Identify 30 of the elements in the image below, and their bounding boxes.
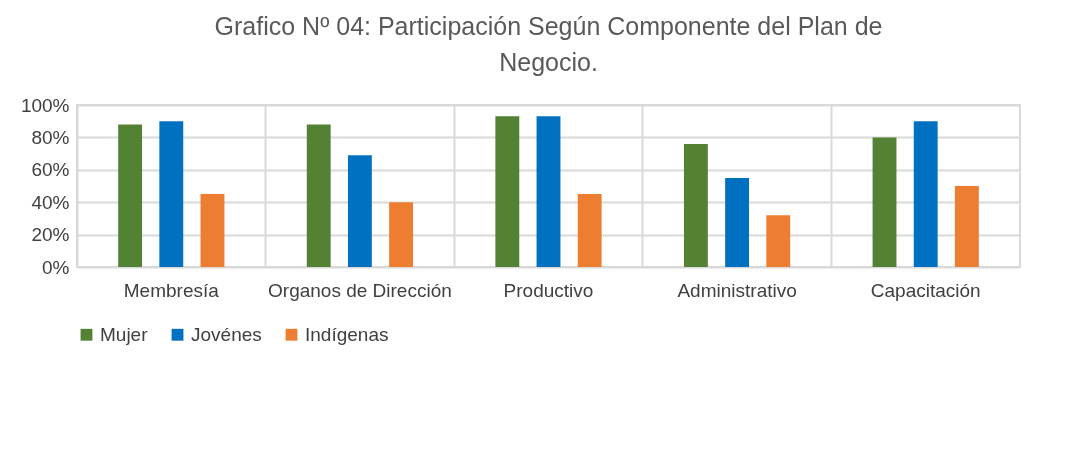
x-tick-label: Membresía <box>123 279 220 301</box>
bar <box>159 121 184 267</box>
legend-label: Indígenas <box>305 323 389 345</box>
bar <box>913 121 938 267</box>
x-tick-label: Administrativo <box>677 279 797 301</box>
bar <box>347 155 372 267</box>
bar <box>683 143 708 267</box>
y-tick-label: 20% <box>31 224 70 246</box>
x-tick-label: Organos de Dirección <box>268 279 452 301</box>
bar <box>200 194 225 267</box>
y-tick-label: 60% <box>31 159 70 181</box>
legend-label: Jovénes <box>191 323 262 345</box>
bar <box>725 177 750 267</box>
y-tick-label: 40% <box>31 191 70 213</box>
bar <box>954 186 979 267</box>
legend-label: Mujer <box>100 323 149 345</box>
bar <box>577 194 602 267</box>
chart-title: Grafico Nº 04: Participación Según Componente del Plan de Negocio. <box>214 12 883 76</box>
bar <box>536 116 561 267</box>
bar <box>495 116 520 267</box>
y-tick-label: 80% <box>31 126 70 148</box>
bar <box>766 215 791 267</box>
bar <box>872 137 897 267</box>
y-tick-label: 100% <box>20 94 70 116</box>
x-tick-label: Productivo <box>503 279 594 301</box>
bar <box>306 124 331 267</box>
bar <box>118 124 143 267</box>
x-tick-label: Capacitación <box>870 279 981 301</box>
bar <box>389 202 414 267</box>
y-tick-label: 0% <box>42 256 70 278</box>
